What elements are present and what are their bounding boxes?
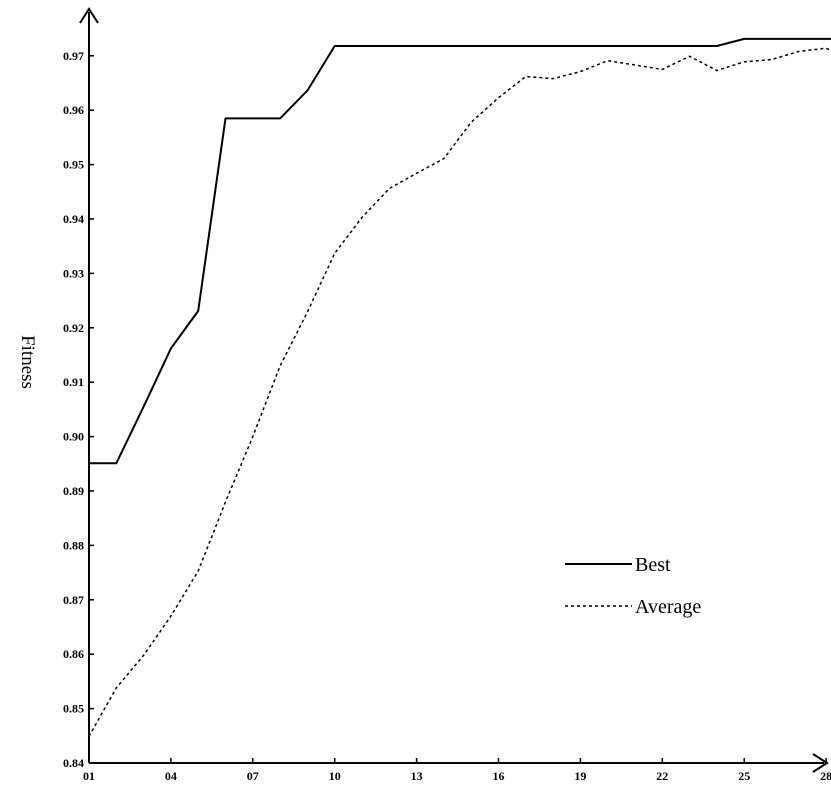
series-line-average [88, 47, 831, 737]
axes [79, 7, 829, 773]
y-ticks: 0.84 0.85 0.86 0.87 0.88 0.89 0.90 0.91 0.92 0.93… [63, 49, 94, 770]
y-tick-label: 0.84 [63, 756, 84, 770]
x-ticks: 0104071013161922252831343740 [83, 758, 831, 783]
y-axis-title: Fitness [17, 335, 38, 389]
x-tick-label: 01 [83, 769, 95, 783]
x-tick-label: 13 [411, 769, 423, 783]
y-axis-arrowhead [79, 7, 99, 24]
y-tick-label: 0.91 [63, 375, 84, 389]
series-line-best [89, 37, 831, 465]
x-tick-label: 07 [247, 769, 259, 783]
y-tick-label: 0.93 [63, 266, 84, 280]
y-tick-label: 0.87 [63, 593, 84, 607]
x-tick-label: 16 [493, 769, 505, 783]
legend-label-average: Average [635, 596, 701, 618]
series-lines [88, 37, 831, 737]
y-tick-label: 0.94 [63, 212, 84, 226]
legend-label-best: Best [635, 554, 671, 576]
y-tick-label: 0.92 [63, 321, 84, 335]
x-tick-label: 28 [820, 769, 831, 783]
x-tick-label: 10 [329, 769, 341, 783]
y-tick-label: 0.88 [63, 538, 84, 552]
y-tick-label: 0.95 [63, 158, 84, 172]
y-tick-label: 0.90 [63, 430, 84, 444]
x-axis-arrowhead [812, 753, 829, 773]
x-tick-label: 19 [574, 769, 586, 783]
x-tick-label: 25 [738, 769, 750, 783]
x-tick-label: 22 [656, 769, 668, 783]
x-tick-label: 04 [165, 769, 177, 783]
y-tick-label: 0.85 [63, 702, 84, 716]
y-tick-label: 0.89 [63, 484, 84, 498]
y-tick-label: 0.96 [63, 103, 84, 117]
y-tick-label: 0.97 [63, 49, 84, 63]
y-tick-label: 0.86 [63, 647, 84, 661]
legend: Best Average [565, 554, 701, 618]
